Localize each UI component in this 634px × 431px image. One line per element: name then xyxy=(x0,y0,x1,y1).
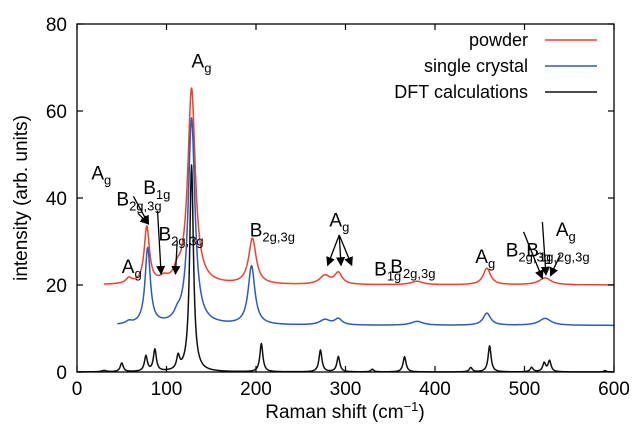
x-tick-label-6: 600 xyxy=(598,379,630,400)
peak-label-subscript: 1g,2g,3g xyxy=(539,249,590,264)
y-tick-label-1: 20 xyxy=(46,276,67,297)
peak-label-ag-292: Ag xyxy=(329,210,349,234)
peak-label-base: B xyxy=(390,257,403,278)
series-line-powder xyxy=(103,87,615,286)
peak-label-base: B xyxy=(116,189,129,210)
peak-label-subscript: 1g xyxy=(387,268,401,283)
x-axis: 0 100 200 300 400 500 600 xyxy=(72,24,630,400)
annotation-arrow-1 xyxy=(137,212,150,225)
peak-label-subscript: 2g,3g xyxy=(129,198,162,213)
peak-label-text-b2g3g-380: B2g,3g xyxy=(390,257,435,281)
legend: powder single crystal DFT calculations xyxy=(394,30,597,102)
peak-label-base: B xyxy=(250,220,263,241)
x-tick-label-4: 400 xyxy=(419,379,451,400)
peak-label-ag-128: Ag xyxy=(192,52,212,76)
peak-label-text-b2g3g-80: B2g,3g xyxy=(116,189,161,213)
legend-label-powder: powder xyxy=(469,30,528,50)
y-axis: 0 20 40 60 80 xyxy=(46,15,614,384)
annotation-arrow-3 xyxy=(171,240,181,276)
peak-label-text-ag-530: Ag xyxy=(556,220,576,244)
peak-label-base: B xyxy=(143,178,156,199)
peak-label-b2g3g-500: B2g,3g xyxy=(506,240,551,264)
peak-label-text-ag-58: Ag xyxy=(122,257,142,281)
peak-label-subscript: g xyxy=(104,172,111,187)
peak-label-subscript: 2g,3g xyxy=(262,229,295,244)
peak-label-text-ag-458: Ag xyxy=(475,247,495,271)
peak-label-text-ag-292: Ag xyxy=(329,210,349,234)
x-tick-label-2: 200 xyxy=(240,379,272,400)
peak-label-text-b1g-340: B1g xyxy=(374,259,401,283)
peak-label-b1g-95: B1g xyxy=(143,178,170,202)
annotation-arrow-9 xyxy=(549,254,561,277)
peak-label-base: A xyxy=(192,52,205,73)
annotation-arrow-5 xyxy=(336,234,346,267)
peak-label-text-ag-128: Ag xyxy=(192,52,212,76)
peak-label-text-b2g3g-110: B2g,3g xyxy=(158,225,203,249)
peak-label-ag-58: Ag xyxy=(122,257,142,281)
peak-label-text-b1g2g3g: B1g,2g,3g xyxy=(526,240,589,264)
x-axis-title: Raman shift (cm−1) xyxy=(265,399,424,424)
x-axis-title-main: Raman shift (cm xyxy=(265,402,403,423)
y-tick-label-0: 0 xyxy=(56,363,67,384)
peak-label-base: A xyxy=(556,220,569,241)
peak-label-base: A xyxy=(122,257,135,278)
peak-label-b2g3g-380: B2g,3g xyxy=(390,257,435,281)
peak-label-b2g3g-80: B2g,3g xyxy=(116,189,161,213)
peak-label-subscript: 1g xyxy=(156,187,170,202)
peak-label-base: B xyxy=(158,225,171,246)
annotation-arrows xyxy=(132,195,561,280)
peak-label-ag-530: Ag xyxy=(556,220,576,244)
peak-label-ag-458: Ag xyxy=(475,247,495,271)
peak-label-b2g3g-110: B2g,3g xyxy=(158,225,203,249)
legend-label-dft: DFT calculations xyxy=(394,82,528,102)
peak-label-ag-80: Ag xyxy=(91,163,111,187)
peak-label-subscript: g xyxy=(488,256,495,271)
annotation-arrow-6 xyxy=(338,234,353,267)
peak-label-base: B xyxy=(374,259,387,280)
peak-label-b2g3g-196: B2g,3g xyxy=(250,220,295,244)
x-tick-label-3: 300 xyxy=(330,379,362,400)
peak-label-subscript: 2g,3g xyxy=(518,249,551,264)
peak-label-base: A xyxy=(329,210,342,231)
x-tick-label-0: 0 xyxy=(72,379,83,400)
peak-label-base: B xyxy=(506,240,519,261)
peak-label-text-ag-80: Ag xyxy=(91,163,111,187)
y-axis-title: intensity (arb. units) xyxy=(11,115,32,281)
peak-label-subscript: 2g,3g xyxy=(403,266,436,281)
peak-label-b1g2g3g: B1g,2g,3g xyxy=(526,240,589,264)
series-line-single-crystal xyxy=(116,117,615,327)
peak-label-subscript: g xyxy=(342,219,349,234)
x-axis-title-exponent: −1 xyxy=(404,399,419,414)
annotation-arrow-4 xyxy=(326,234,340,267)
legend-label-single-crystal: single crystal xyxy=(424,56,528,76)
peak-label-text-b2g3g-196: B2g,3g xyxy=(250,220,295,244)
x-tick-label-1: 100 xyxy=(151,379,183,400)
annotation-arrow-8 xyxy=(540,221,550,276)
peak-label-base: B xyxy=(526,240,539,261)
y-tick-label-4: 80 xyxy=(46,15,67,36)
peak-label-base: A xyxy=(475,247,488,268)
x-tick-label-5: 500 xyxy=(509,379,541,400)
x-axis-title-tail: ) xyxy=(418,402,424,423)
peak-label-subscript: g xyxy=(204,61,211,76)
peak-label-subscript: g xyxy=(134,266,141,281)
peak-label-text-b1g-95: B1g xyxy=(143,178,170,202)
annotation-arrow-7 xyxy=(523,231,544,280)
peak-label-subscript: g xyxy=(569,229,576,244)
y-tick-label-3: 60 xyxy=(46,102,67,123)
y-tick-label-2: 40 xyxy=(46,189,67,210)
peak-label-b1g-340: B1g xyxy=(374,259,401,283)
peak-label-text-b2g3g-500: B2g,3g xyxy=(506,240,551,264)
peak-label-base: A xyxy=(91,163,104,184)
annotation-arrow-2 xyxy=(156,211,166,276)
peak-label-subscript: 2g,3g xyxy=(171,234,204,249)
